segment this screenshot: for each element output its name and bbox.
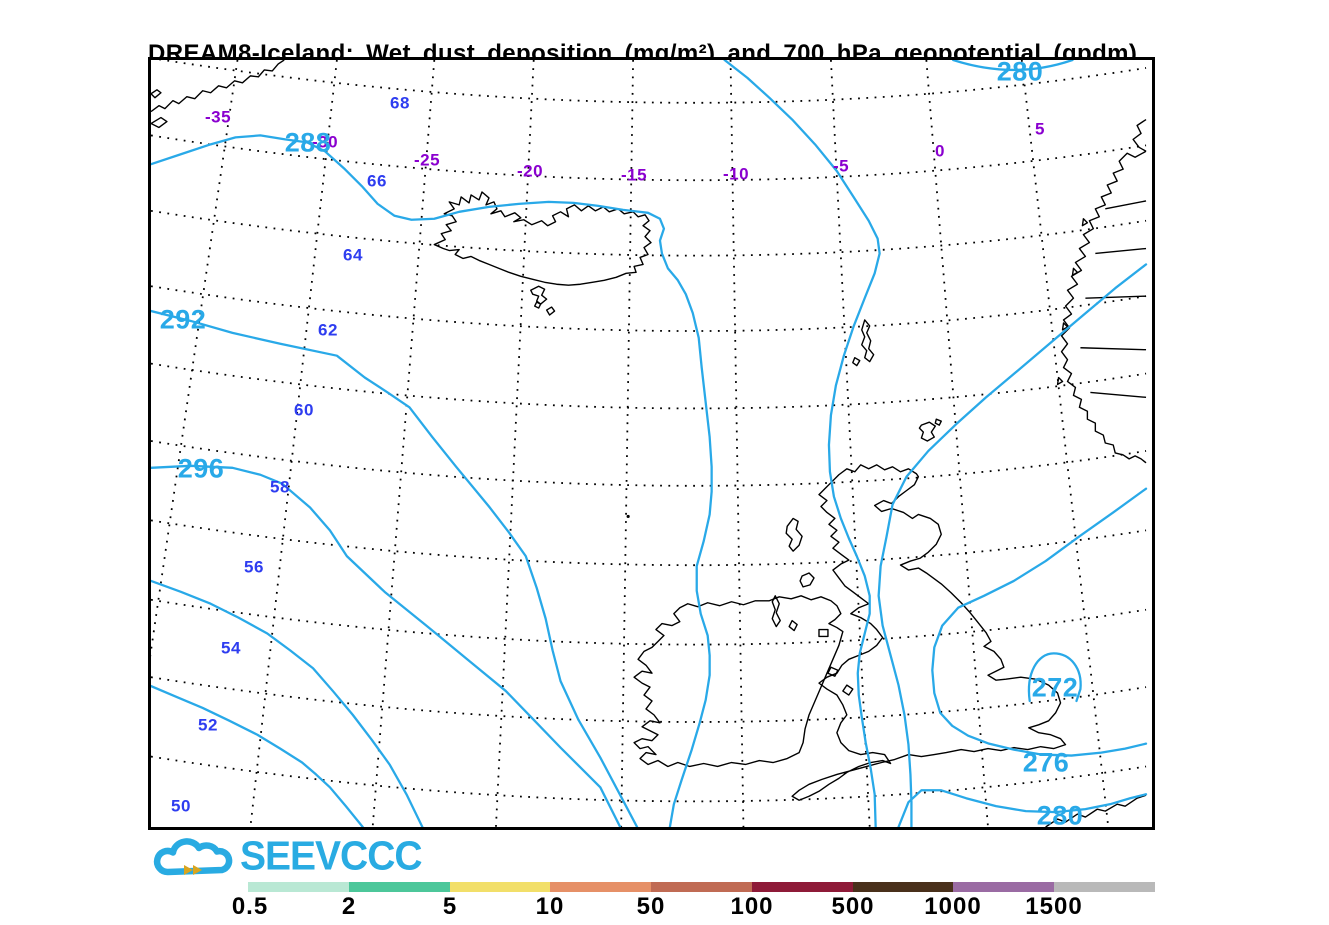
greenland-coast: [151, 60, 285, 113]
map-graphics: [151, 60, 1148, 827]
cloud-icon: [153, 838, 233, 876]
contour-288: [151, 134, 713, 827]
contour-292: [151, 309, 639, 827]
longitude-label: -25: [413, 150, 441, 170]
longitude-label: 0: [935, 141, 945, 161]
orkney-islands: [918, 421, 936, 442]
longitude-label: -5: [832, 156, 850, 176]
colorbar-tick-label: 1500: [1025, 893, 1083, 920]
logo-arrow-icon: [184, 865, 193, 875]
colorbar-segment: [651, 882, 752, 892]
contour-label: 280: [996, 60, 1044, 87]
contour-272: [1027, 652, 1082, 703]
longitude-label: -30: [311, 132, 339, 152]
colorbar-tick-labels: 0.5 2 5 10 50 100 500 1000 1500: [232, 893, 1155, 923]
hebrides-islands: [785, 517, 803, 552]
norway-coast: [1132, 118, 1147, 152]
colorbar-tick-label: 10: [535, 893, 565, 920]
contour-label: 288: [284, 127, 332, 158]
latitude-label: 60: [294, 400, 314, 420]
map-canvas: -35 -30 -25 -20 -15 -10 -5 0 5 68 66 64 62 60 58 56 54 5…: [151, 60, 1152, 827]
latitude-label: 58: [270, 477, 290, 497]
colorbar-segment: [449, 882, 551, 892]
contour-284: [723, 60, 881, 827]
contour-label: 276: [1022, 747, 1070, 778]
contour-280-south: [897, 789, 1148, 827]
contour-300: [151, 579, 424, 827]
ireland-coast: [633, 595, 844, 768]
latitude-label: 52: [198, 715, 218, 735]
colorbar-tick-label: 50: [636, 893, 666, 920]
colorbar-segment: [751, 882, 853, 892]
colorbar-tick-label: 100: [730, 893, 774, 920]
logo-text: SEEVCCC: [240, 834, 423, 879]
colorbar-segment: [550, 882, 652, 892]
shetland-islands: [861, 319, 875, 363]
latitude-label: 54: [221, 638, 241, 658]
latitude-label: 66: [367, 171, 387, 191]
latitude-label: 56: [244, 557, 264, 577]
geopotential-contours: [151, 60, 1148, 827]
colorbar-segment: [348, 882, 450, 892]
contour-label: 292: [159, 304, 207, 335]
colorbar-segment: [1054, 882, 1156, 892]
colorbar-segment: [852, 882, 954, 892]
iceland-coast: [433, 191, 652, 286]
great-britain-coast: [791, 464, 1067, 801]
contour-280-diagonal: [877, 263, 1148, 827]
faroe-islands: [530, 285, 548, 305]
colorbar-tick-label: 500: [831, 893, 875, 920]
contour-label: 296: [177, 453, 225, 484]
contour-276: [931, 487, 1148, 757]
graticule-meridians: [151, 60, 1110, 827]
longitude-label: 5: [1035, 119, 1045, 139]
longitude-label: -20: [516, 161, 544, 181]
contour-296: [151, 464, 622, 827]
contour-280-top: [952, 60, 1074, 72]
latitude-label: 64: [343, 245, 363, 265]
colorbar-segment: [953, 882, 1055, 892]
longitude-label: -10: [722, 164, 750, 184]
contour-label: 272: [1031, 672, 1079, 703]
coastlines: [151, 60, 1147, 827]
colorbar-tick-label: 2: [341, 893, 357, 920]
colorbar-segment: [248, 882, 349, 892]
deposition-colorbar: [248, 882, 1156, 892]
latitude-label: 50: [171, 796, 191, 816]
colorbar-tick-label: 5: [442, 893, 458, 920]
longitude-label: -15: [620, 165, 648, 185]
map-frame: -35 -30 -25 -20 -15 -10 -5 0 5 68 66 64 62 60 58 56 54 5…: [148, 57, 1155, 830]
france-coast: [1045, 794, 1147, 827]
latitude-label: 62: [318, 320, 338, 340]
latitude-label: 68: [390, 93, 410, 113]
longitude-label: -35: [204, 107, 232, 127]
colorbar-tick-label: 0.5: [231, 893, 269, 920]
contour-label: 280: [1036, 800, 1084, 827]
contour-304: [151, 684, 364, 827]
colorbar-tick-label: 1000: [924, 893, 982, 920]
